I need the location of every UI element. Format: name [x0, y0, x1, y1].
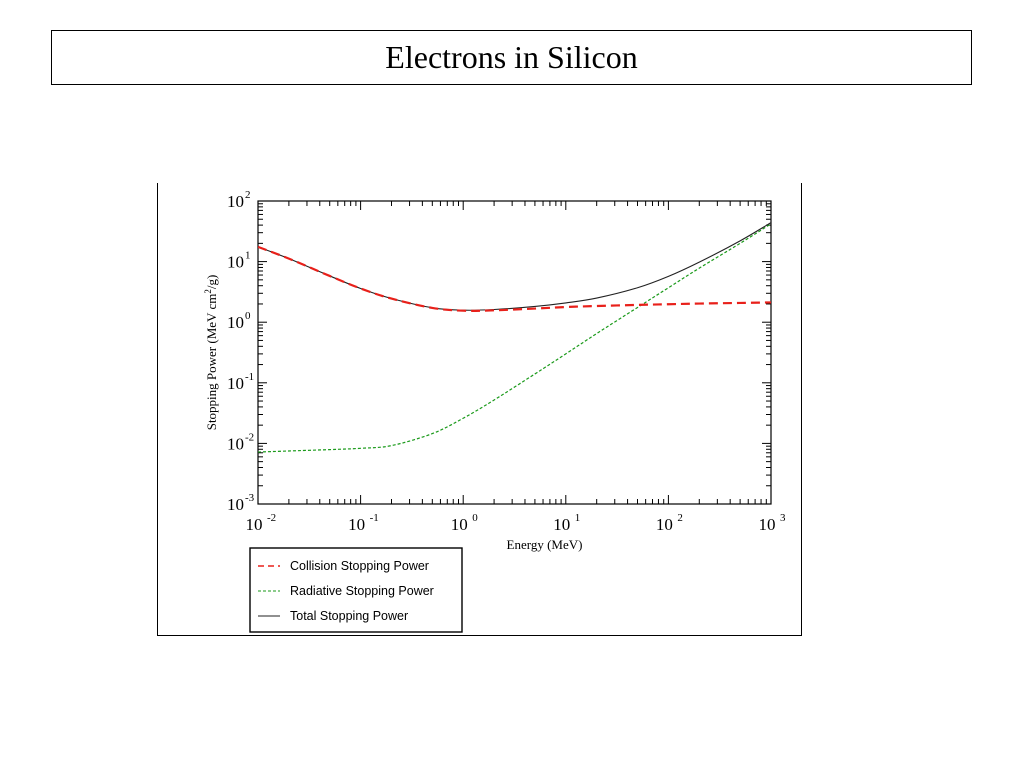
y-tick-label: 10: [227, 313, 244, 332]
y-tick-label: 10: [227, 253, 244, 272]
x-tick-label: 10: [759, 515, 776, 534]
series-layer: [258, 222, 771, 453]
x-tick-label-exponent: -1: [370, 512, 379, 524]
x-tick-label: 10: [656, 515, 673, 534]
y-tick-label: 10: [227, 495, 244, 514]
y-tick-label-exponent: -2: [245, 431, 254, 443]
y-axis-label-main: Stopping Power (MeV cm: [204, 294, 219, 431]
x-tick-label-exponent: 1: [575, 512, 581, 524]
x-tick-label: 10: [348, 515, 365, 534]
y-axis-label: Stopping Power (MeV cm2/g): [203, 275, 219, 431]
x-tick-label-exponent: 3: [780, 512, 786, 524]
series-line-collision-stopping-power: [258, 245, 771, 312]
x-tick-label: 10: [451, 515, 468, 534]
y-tick-label-exponent: -3: [245, 492, 255, 504]
legend-box: [249, 547, 463, 633]
y-axis-label-tail: /g): [204, 275, 219, 289]
figure-bottom-border: [157, 635, 802, 636]
series-line-total-stopping-power: [258, 222, 771, 311]
y-axis-label-sup: 2: [203, 289, 213, 294]
x-tick-label-exponent: 0: [472, 512, 478, 524]
legend-label: Collision Stopping Power: [290, 559, 429, 573]
y-tick-label-exponent: 2: [245, 189, 251, 201]
series-line-radiative-stopping-power: [258, 223, 771, 453]
y-tick-label-exponent: -1: [245, 371, 254, 383]
y-tick-label: 10: [227, 434, 244, 453]
slide-title: Electrons in Silicon: [51, 30, 972, 85]
x-tick-label-exponent: -2: [267, 512, 276, 524]
axis-tick-labels: 10 -2 10 -1 10 0 10 1 10 2 10 310 -310 -210 -110 010 110…: [227, 189, 786, 534]
legend: Collision Stopping Power Radiative Stoppi…: [249, 547, 463, 633]
figure-right-border: [801, 183, 802, 636]
x-tick-label: 10: [553, 515, 570, 534]
figure-left-border: [157, 183, 158, 636]
legend-label: Total Stopping Power: [290, 609, 408, 623]
x-axis-label: Energy (MeV): [507, 537, 583, 552]
plot-frame: [257, 200, 772, 505]
y-tick-label: 10: [227, 374, 244, 393]
legend-label: Radiative Stopping Power: [290, 584, 434, 598]
y-tick-label: 10: [227, 192, 244, 211]
y-tick-label-exponent: 1: [245, 250, 251, 262]
x-tick-label: 10: [246, 515, 263, 534]
axis-ticks: [257, 201, 771, 505]
x-tick-label-exponent: 2: [677, 512, 683, 524]
y-tick-label-exponent: 0: [245, 310, 251, 322]
